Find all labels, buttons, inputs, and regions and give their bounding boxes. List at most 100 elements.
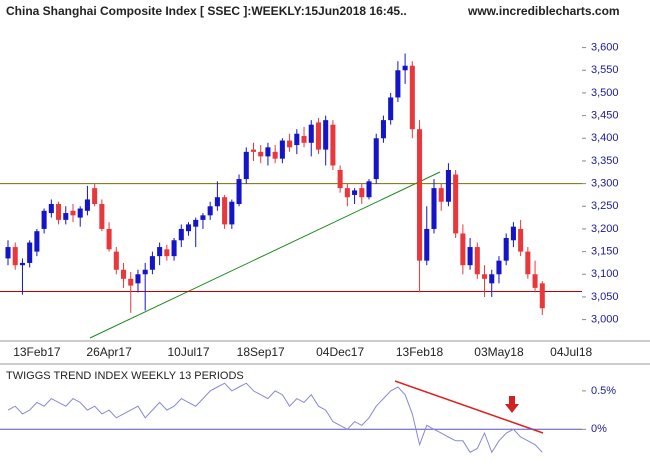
candle-body (19, 262, 25, 266)
candle-body (229, 201, 235, 225)
website: www.incrediblecharts.com (467, 4, 620, 18)
plot: 13Feb17 26Apr17 10Jul17 18Sep17 04Dec17 13Feb… (0, 42, 619, 454)
trend-line (89, 171, 441, 339)
y-tick-label: 3,550 (591, 64, 619, 76)
candle-body (330, 124, 336, 166)
candle-body (41, 210, 47, 229)
candle-body (453, 174, 459, 234)
candle-body (431, 188, 437, 229)
candle-body (128, 278, 134, 286)
candle-body (12, 247, 18, 266)
y-tick-label: 3,200 (591, 223, 619, 235)
candle-body (402, 65, 408, 71)
candle-body (48, 204, 54, 214)
candle-body (460, 233, 466, 266)
candle-body (56, 204, 62, 220)
candle-body (250, 149, 257, 152)
x-tick-label: 10Jul17 (167, 345, 209, 359)
candle-body (409, 65, 415, 130)
x-tick-label: 13Feb17 (13, 345, 61, 359)
candle-body (164, 249, 170, 257)
candle-body (417, 129, 423, 261)
candle-body (301, 136, 307, 143)
candle-body (279, 140, 285, 159)
candle-body (27, 242, 33, 263)
candle-body (258, 151, 264, 157)
candle-body (359, 188, 365, 198)
candle-body (287, 140, 293, 148)
candle-body (503, 238, 509, 261)
candle-body (308, 124, 314, 143)
x-tick-label: 26Apr17 (86, 345, 132, 359)
y-tick-label: 3,100 (591, 268, 619, 280)
candle-body (337, 170, 343, 189)
trend-line (394, 380, 544, 434)
candle-body (200, 215, 206, 220)
candle-body (106, 228, 112, 250)
candle-body (265, 147, 271, 157)
candle-body (539, 283, 545, 309)
chart-title: China Shanghai Composite Index [ SSEC ]:… (6, 4, 407, 18)
candle-body (185, 224, 192, 232)
y-tick-label: 0% (591, 423, 607, 435)
candle-body (510, 226, 516, 241)
y-tick-label: 3,050 (591, 291, 619, 303)
candle-body (34, 231, 40, 252)
x-tick-label: 04Dec17 (316, 345, 364, 359)
candle-body (323, 120, 329, 150)
y-tick-label: 3,250 (591, 200, 619, 212)
candle-body (518, 228, 524, 252)
y-tick-label: 3,150 (591, 246, 619, 258)
candle-body (445, 170, 451, 202)
candle-body (70, 210, 76, 216)
candle-body (236, 179, 242, 204)
candle-body (373, 138, 379, 180)
candle-body (352, 190, 358, 195)
candle-body (424, 228, 430, 261)
candle-body (135, 274, 141, 284)
candle-body (395, 70, 401, 98)
candle-body (366, 181, 372, 198)
candle-body (63, 213, 69, 220)
candle-body (77, 208, 83, 218)
x-tick-label: 03May18 (474, 345, 524, 359)
y-tick-label: 3,400 (591, 132, 619, 144)
candle-body (496, 260, 502, 275)
candle-body (5, 247, 11, 259)
candle-body (474, 247, 480, 275)
candle-body (525, 251, 531, 275)
candle-body (489, 274, 495, 284)
y-tick-label: 3,600 (591, 42, 619, 54)
candle-body (380, 120, 386, 139)
candle-body (315, 122, 321, 150)
candle-body (243, 151, 249, 180)
y-tick-label: 0.5% (591, 385, 616, 397)
arrow (505, 396, 519, 413)
candle-body (344, 188, 350, 198)
x-tick-label: 18Sep17 (237, 345, 285, 359)
candle-body (99, 204, 105, 229)
candle-body (142, 269, 148, 275)
candle-body (532, 274, 538, 288)
y-tick-label: 3,450 (591, 110, 619, 122)
candle-body (121, 269, 127, 279)
y-tick-label: 3,300 (591, 178, 619, 190)
candle-body (171, 240, 177, 257)
candle-body (207, 206, 213, 216)
candle-body (157, 247, 163, 257)
candle-body (222, 197, 228, 225)
indicator-line (7, 382, 543, 454)
candle-body (178, 228, 184, 241)
candle-body (388, 97, 394, 121)
candle-body (84, 199, 90, 211)
candle-body (193, 219, 199, 227)
candle-body (438, 188, 444, 202)
candle-body (214, 197, 220, 207)
candle-body (92, 188, 98, 204)
candle-body (272, 151, 278, 159)
candle-body (294, 133, 300, 146)
candle-body (482, 274, 488, 279)
y-tick-label: 3,000 (591, 314, 619, 326)
